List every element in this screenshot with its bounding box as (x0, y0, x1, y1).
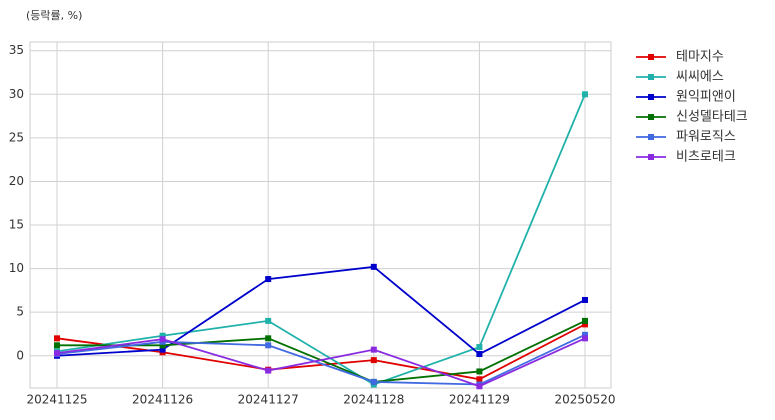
series-line (56, 337, 586, 388)
point (54, 342, 60, 349)
point (159, 342, 166, 349)
y-tick-label: 25 (9, 130, 24, 144)
legend-label: 신성델타테크 (676, 110, 748, 125)
y-tick-label: 10 (9, 261, 24, 275)
x-tick-label: 20241128 (343, 393, 404, 407)
point (54, 350, 60, 357)
point (476, 376, 483, 383)
point (582, 296, 588, 303)
point (582, 317, 588, 324)
legend-marker (648, 114, 654, 120)
legend-label: 파워로직스 (676, 130, 736, 145)
legend-marker (648, 94, 654, 100)
legend-marker (648, 74, 654, 80)
x-tick-label: 20250520 (554, 393, 615, 407)
series-line (56, 334, 586, 386)
point (476, 383, 483, 390)
point (370, 346, 377, 353)
point (265, 276, 272, 283)
legend-marker (648, 154, 654, 160)
plot-frame (29, 41, 612, 389)
point (476, 344, 483, 351)
legend-label: 테마지수 (676, 50, 724, 65)
point (265, 342, 272, 349)
y-tick-label: 15 (9, 218, 24, 232)
legend-label: 씨씨에스 (676, 70, 724, 85)
legend-label: 원익피앤이 (676, 90, 736, 105)
point (476, 368, 483, 375)
y-tick-label: 30 (9, 87, 24, 101)
point (54, 335, 60, 342)
y-axis-label: (등락률, %) (26, 9, 82, 22)
x-tick-label: 20241129 (449, 393, 510, 407)
point (370, 378, 377, 385)
x-tick-label: 20241126 (132, 393, 193, 407)
legend-marker (648, 54, 654, 60)
series-line (56, 265, 586, 357)
point (582, 321, 588, 328)
point (370, 357, 377, 364)
point (159, 346, 166, 353)
point (265, 335, 272, 342)
point (159, 332, 166, 339)
x-tick-label: 20241127 (238, 393, 299, 407)
point (370, 263, 377, 270)
point (476, 351, 483, 358)
point (159, 336, 166, 343)
point (265, 317, 272, 324)
point (265, 367, 272, 374)
series-line (56, 93, 586, 386)
y-tick-label: 0 (16, 348, 24, 362)
legend-label: 비츠로테크 (676, 150, 736, 165)
y-tick-label: 20 (9, 174, 24, 188)
y-tick-label: 35 (9, 43, 24, 57)
y-tick-label: 5 (16, 305, 24, 319)
x-tick-label: 20241125 (26, 393, 87, 407)
legend-marker (648, 134, 654, 140)
point (582, 331, 588, 338)
point (582, 335, 588, 342)
point (582, 91, 588, 98)
